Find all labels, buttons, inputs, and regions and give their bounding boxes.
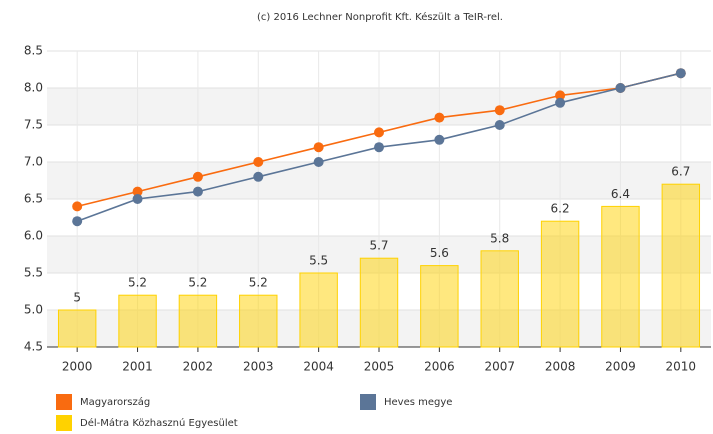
data-label: 5.8: [490, 231, 509, 245]
y-tick-label: 8.0: [24, 81, 43, 95]
point: [494, 105, 505, 116]
x-tick-label: 2007: [484, 360, 515, 374]
y-tick-label: 5.0: [24, 303, 43, 317]
legend-label: Dél-Mátra Közhasznú Egyesület: [80, 417, 238, 429]
y-tick-label: 6.5: [24, 192, 43, 206]
data-label: 6.4: [611, 187, 630, 201]
point: [313, 157, 324, 167]
point: [253, 171, 264, 182]
bar: [420, 265, 459, 348]
x-tick-label: 2002: [183, 360, 214, 374]
bar: [178, 294, 218, 348]
point: [313, 142, 324, 153]
point: [374, 142, 384, 153]
y-tick-label: 5.5: [24, 266, 43, 280]
bar: [118, 294, 157, 348]
chart-title: (c) 2016 Lechner Nonprofit Kft. Készült …: [257, 11, 503, 23]
bar: [661, 183, 701, 348]
y-tick-label: 4.5: [24, 340, 43, 354]
legend-swatch: [56, 415, 72, 431]
point: [434, 134, 445, 145]
point: [374, 127, 384, 138]
bar: [299, 272, 338, 348]
legend-swatch: [360, 394, 376, 410]
bar: [601, 205, 640, 348]
point: [555, 97, 566, 108]
y-tick-label: 6.0: [24, 229, 43, 243]
legend-label: Heves megye: [384, 397, 452, 408]
y-tick-label: 7.5: [24, 118, 43, 132]
legend-label: Magyarország: [80, 396, 150, 408]
data-label: 5.2: [249, 276, 268, 290]
point: [494, 120, 505, 130]
bar: [480, 250, 519, 348]
data-label: 5: [73, 291, 81, 305]
legend-swatch: [56, 394, 72, 410]
y-tick-label: 8.5: [24, 44, 43, 58]
bar: [57, 309, 97, 348]
point: [192, 171, 203, 182]
point: [615, 83, 626, 93]
x-tick-label: 2004: [303, 360, 334, 374]
point: [253, 157, 264, 167]
data-label: 6.7: [671, 165, 690, 179]
x-tick-label: 2006: [424, 360, 455, 374]
x-tick-label: 2000: [62, 360, 93, 374]
data-label: 5.2: [188, 276, 207, 290]
x-tick-label: 2001: [122, 360, 153, 374]
data-label: 5.5: [309, 254, 328, 268]
x-tick-label: 2010: [666, 360, 697, 374]
point: [192, 186, 203, 197]
x-tick-label: 2008: [545, 360, 576, 374]
bar: [359, 257, 399, 348]
data-label: 6.2: [551, 202, 570, 216]
point: [72, 201, 83, 212]
data-label: 5.6: [430, 246, 449, 260]
point: [675, 68, 686, 79]
x-tick-label: 2003: [243, 360, 274, 374]
point: [132, 194, 143, 204]
y-tick-label: 7.0: [24, 155, 43, 169]
point: [132, 186, 143, 197]
x-tick-label: 2009: [605, 360, 636, 374]
data-label: 5.7: [369, 239, 388, 253]
bar: [239, 294, 278, 348]
point: [555, 90, 566, 101]
point: [434, 112, 445, 123]
data-label: 5.2: [128, 276, 147, 290]
point: [72, 216, 83, 227]
x-tick-label: 2005: [364, 360, 395, 374]
bar: [540, 220, 580, 348]
